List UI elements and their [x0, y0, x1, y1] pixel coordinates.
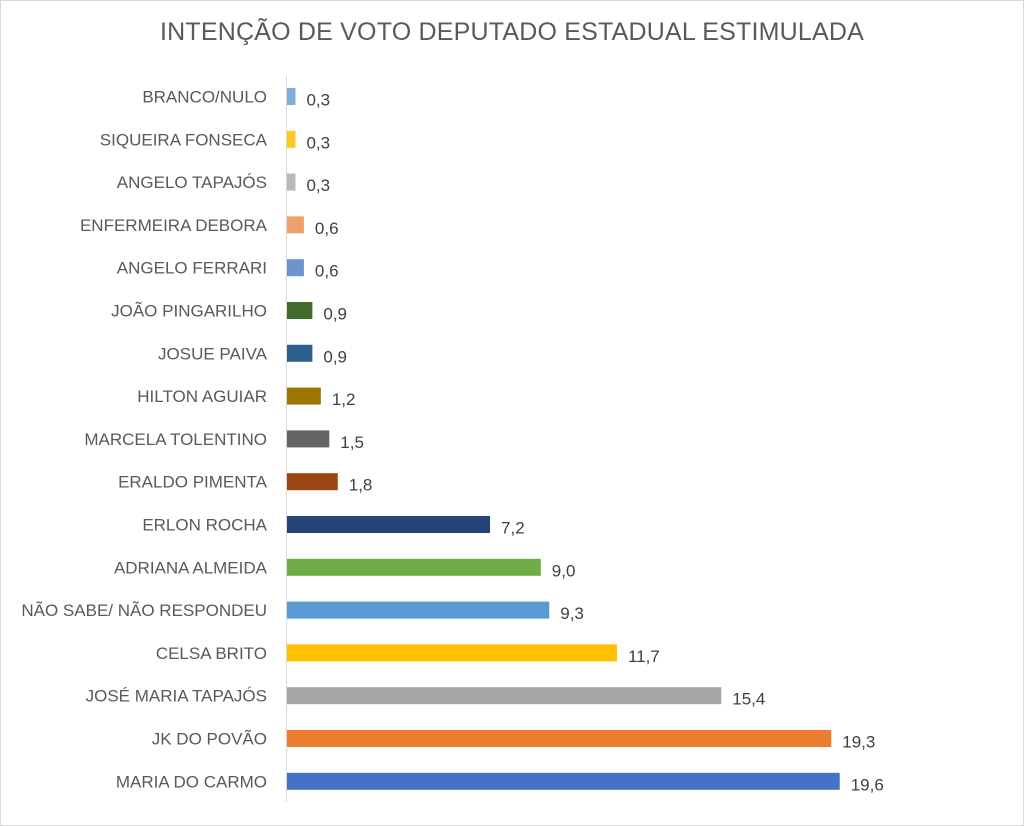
bar-12 [287, 601, 550, 619]
category-label-2: ANGELO TAPAJÓS [117, 173, 267, 192]
bar-8 [287, 430, 330, 448]
category-label-16: MARIA DO CARMO [116, 772, 267, 791]
category-label-1: SIQUEIRA FONSECA [100, 130, 268, 149]
bar-6 [287, 344, 313, 362]
value-label-2: 0,3 [306, 176, 330, 195]
value-label-8: 1,5 [340, 433, 364, 452]
value-label-5: 0,9 [323, 305, 347, 324]
bar-7 [287, 387, 321, 405]
bar-2 [287, 173, 296, 191]
bar-0 [287, 88, 296, 105]
value-label-1: 0,3 [306, 133, 330, 152]
category-label-10: ERLON ROCHA [142, 516, 267, 535]
category-labels: BRANCO/NULO SIQUEIRA FONSECA ANGELO TAPAJÓ… [21, 88, 267, 792]
bar-14 [287, 687, 722, 705]
value-label-9: 1,8 [349, 476, 373, 495]
chart-title: INTENÇÃO DE VOTO DEPUTADO ESTADUAL ESTIM… [159, 18, 865, 46]
value-label-14: 15,4 [732, 690, 765, 709]
bar-10 [287, 516, 491, 533]
value-label-12: 9,3 [560, 604, 584, 623]
value-label-15: 19,3 [842, 733, 875, 752]
bar-3 [287, 216, 304, 234]
value-label-11: 9,0 [552, 561, 576, 580]
bar-15 [287, 730, 832, 747]
category-label-9: ERALDO PIMENTA [118, 473, 268, 492]
value-label-4: 0,6 [315, 262, 339, 281]
category-label-3: ENFERMEIRA DEBORA [80, 216, 268, 235]
category-label-6: JOSUE PAIVA [158, 344, 268, 363]
value-label-7: 1,2 [332, 390, 356, 409]
value-label-3: 0,6 [315, 219, 339, 238]
value-label-6: 0,9 [323, 347, 347, 366]
category-label-14: JOSÉ MARIA TAPAJÓS [86, 687, 267, 706]
category-label-4: ANGELO FERRARI [117, 259, 267, 278]
bar-11 [287, 558, 541, 576]
category-label-12: NÃO SABE/ NÃO RESPONDEU [21, 601, 267, 620]
category-label-15: JK DO POVÃO [152, 730, 267, 749]
value-label-0: 0,3 [306, 91, 330, 110]
category-label-8: MARCELA TOLENTINO [84, 430, 267, 449]
category-label-5: JOÃO PINGARILHO [111, 302, 267, 321]
value-label-16: 19,6 [851, 775, 884, 794]
category-label-11: ADRIANA ALMEIDA [114, 558, 268, 577]
bars-layer [287, 88, 840, 790]
bar-13 [287, 644, 617, 662]
value-label-13: 11,7 [628, 647, 660, 666]
bar-4 [287, 259, 304, 277]
value-labels: 0,3 0,3 0,3 0,6 0,6 0,9 0,9 1,2 1,5 1,8 7,2 9,0 9,3 1… [306, 91, 883, 795]
category-label-13: CELSA BRITO [156, 644, 267, 663]
bar-9 [287, 473, 338, 491]
bar-5 [287, 302, 313, 319]
value-label-10: 7,2 [501, 519, 525, 538]
bar-16 [287, 772, 840, 790]
bar-1 [287, 130, 296, 148]
category-label-7: HILTON AGUIAR [137, 387, 267, 406]
category-label-0: BRANCO/NULO [142, 88, 267, 107]
